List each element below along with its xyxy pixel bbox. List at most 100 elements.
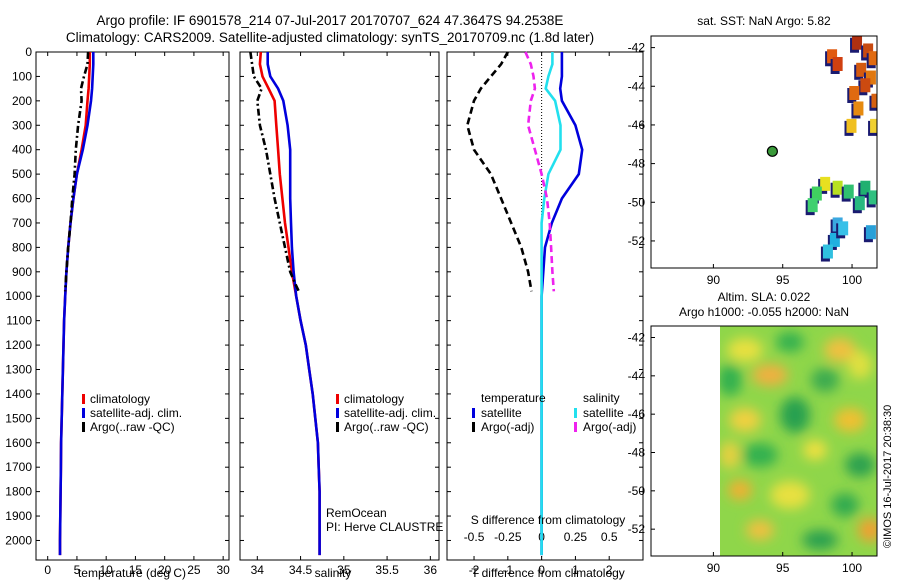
alt-y-tick-label: -48	[628, 446, 646, 460]
temp-x-tick-label: 25	[187, 563, 201, 577]
depth-tick-label: 800	[12, 240, 32, 254]
altimetry-anomaly-blobs	[720, 332, 877, 550]
sst-cell	[846, 118, 857, 133]
altimetry-map-frame	[650, 325, 878, 557]
sst-cell	[820, 176, 831, 191]
altimetry-anomaly	[834, 408, 866, 432]
depth-tick-label: 1300	[5, 363, 32, 377]
altimetry-anomaly	[803, 440, 827, 460]
salinity-difference-tick-label: 0.5	[601, 530, 618, 544]
depth-tick-label: 0	[25, 45, 32, 59]
legend-swatch	[336, 422, 339, 432]
legend-header-salinity: salinity	[583, 391, 620, 405]
temperature-panel: 0 5 10 15 20 25 30 0 100 200 300 400 500 600 700 800 90…	[5, 45, 230, 580]
sst-cell	[852, 36, 863, 50]
alt-x-tick-label: 90	[707, 561, 721, 575]
sst-x-tick-label: 100	[842, 273, 862, 287]
salinity-series	[249, 51, 321, 556]
sst-cell	[863, 43, 874, 58]
sal-x-tick-label: 35.5	[375, 563, 399, 577]
diff-x-tick-label: -2	[469, 563, 480, 577]
altimetry-map-panel: Altim. SLA: 0.022 Argo h1000: -0.055 h20…	[628, 290, 878, 575]
alt-y-tick-label: -46	[628, 407, 646, 421]
legend-swatch	[472, 408, 475, 418]
sst-map-panel: sat. SST: NaN Argo: 5.82 90 95 100 -42-44-…	[628, 14, 878, 287]
temp-series-argo-raw-qc-	[63, 51, 90, 292]
pi-annotation: PI: Herve CLAUSTRE	[326, 520, 443, 534]
alt-x-tick-label: 95	[776, 561, 790, 575]
difference-x-ticks: -2 -1 0 1 2	[469, 52, 613, 577]
sal-x-tick-label: 34	[251, 563, 265, 577]
sst-cell	[811, 186, 822, 201]
figure-subtitle: Climatology: CARS2009. Satellite-adjuste…	[65, 30, 595, 45]
salinity-panel: 34 34.5 35 35.5 36 salinity climatologysatel…	[239, 51, 443, 580]
legend-swatch	[472, 422, 475, 432]
legend-swatch	[82, 422, 85, 432]
temperature-plot-frame	[35, 51, 230, 561]
temperature-difference-label: T difference from climatology	[471, 566, 625, 580]
sst-cell	[807, 198, 818, 213]
altimetry-anomaly	[770, 481, 810, 509]
altimetry-anomaly	[845, 453, 875, 477]
altimetry-anomaly	[848, 351, 872, 379]
altimetry-x-ticks: 90 95 100	[707, 552, 862, 575]
depth-tick-label: 1200	[5, 338, 32, 352]
sst-cell	[832, 57, 843, 71]
sst-y-tick-label: -46	[628, 118, 646, 132]
difference-plot-frame	[446, 51, 644, 561]
depth-tick-label: 500	[12, 167, 32, 181]
difference-legend: temperature salinitysatelliteArgo(-adj)sa…	[472, 391, 636, 434]
alt-y-tick-label: -42	[628, 331, 646, 345]
legend-entry: Argo(..raw -QC)	[344, 420, 429, 434]
legend-entry: satellite	[481, 406, 522, 420]
sst-y-tick-label: -52	[628, 234, 646, 248]
depth-tick-label: 1900	[5, 509, 32, 523]
salinity-x-axis-label: salinity	[315, 566, 352, 580]
temp-series-satellite-adj-clim-	[58, 52, 95, 556]
altimetry-anomaly	[742, 443, 778, 467]
sst-cell	[871, 93, 877, 108]
depth-tick-label: 600	[12, 192, 32, 206]
temperature-x-axis-label: temperature (deg C)	[78, 566, 186, 580]
depth-tick-label: 700	[12, 216, 32, 230]
salinity-difference-tick-label: 0.25	[564, 530, 588, 544]
depth-tick-label: 1100	[6, 314, 32, 328]
legend-header-temperature: temperature	[481, 391, 546, 405]
legend-swatch	[336, 394, 339, 404]
altimetry-map-title: Altim. SLA: 0.022	[718, 290, 811, 304]
sst-cell	[854, 196, 865, 211]
altimetry-anomaly	[727, 338, 763, 362]
sal-x-tick-label: 36	[424, 563, 438, 577]
sst-cell	[832, 180, 843, 195]
depth-tick-label: 1700	[5, 460, 32, 474]
sst-cell	[856, 62, 867, 77]
sst-cell	[870, 118, 877, 133]
sst-cell	[827, 49, 838, 64]
depth-tick-label: 100	[12, 69, 32, 83]
depth-tick-label: 300	[12, 118, 32, 132]
difference-salinity-ticks: -0.5 -0.25 0 0.25 0.5	[464, 530, 618, 544]
sst-y-ticks: -42 -44 -46 -48 -50 -52	[628, 41, 655, 248]
legend-swatch	[336, 408, 339, 418]
diff-series-argo-adj-	[524, 51, 556, 292]
diff-x-tick-label: 2	[606, 563, 613, 577]
altimetry-anomaly	[720, 441, 740, 469]
sal-x-tick-label: 34.5	[289, 563, 313, 577]
altimetry-anomaly	[780, 397, 810, 433]
sst-cell	[865, 70, 876, 85]
altimetry-y-ticks: -42 -44 -46 -48 -50 -52	[628, 331, 655, 536]
sal-series-satellite-adj-clim-	[266, 52, 321, 556]
imos-credit: ©IMOS 16-Jul-2017 20:38:30	[882, 405, 894, 548]
sst-cell	[853, 101, 864, 116]
salinity-plot-frame	[239, 51, 440, 561]
altimetry-anomaly	[802, 530, 838, 550]
temp-x-tick-label: 15	[129, 563, 143, 577]
temp-x-tick-label: 5	[74, 563, 81, 577]
alt-y-tick-label: -44	[628, 369, 646, 383]
diff-series-satellite	[540, 52, 562, 556]
temp-x-tick-label: 10	[100, 563, 114, 577]
sst-x-tick-label: 90	[707, 273, 721, 287]
depth-tick-label: 1000	[5, 289, 32, 303]
depth-tick-label: 1500	[5, 411, 32, 425]
